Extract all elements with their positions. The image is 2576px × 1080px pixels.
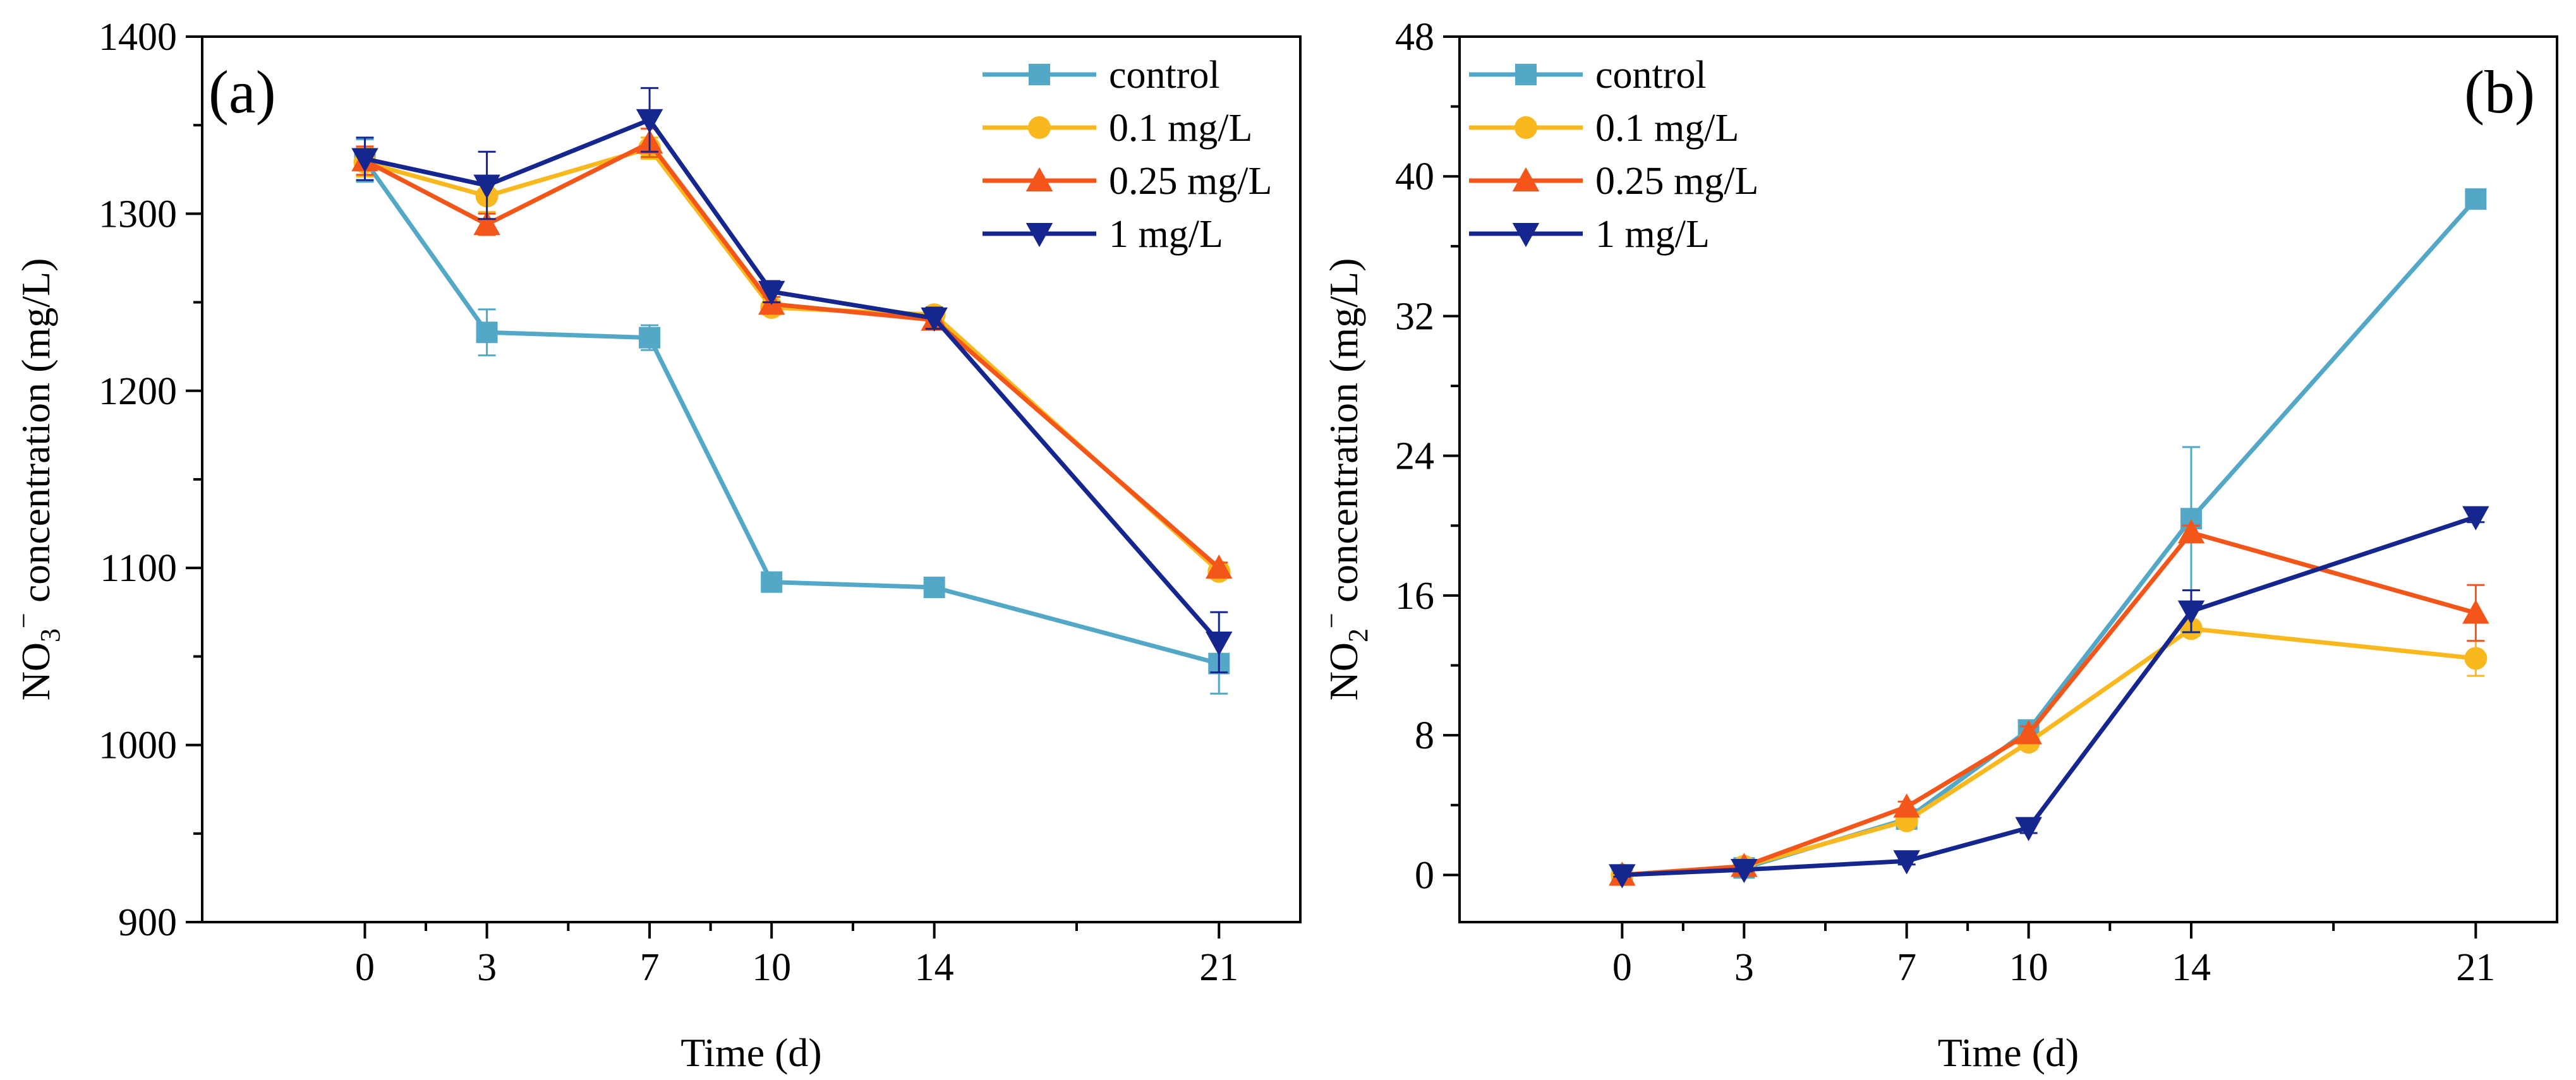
y-tick-label: 24 xyxy=(1395,435,1434,478)
x-tick-label: 3 xyxy=(1734,946,1754,989)
y-tick-label: 1000 xyxy=(99,724,177,767)
data-point xyxy=(758,280,785,306)
data-point xyxy=(1731,859,1758,884)
y-axis-title: NO3− concentration (mg/L) xyxy=(8,258,66,701)
legend-label: 0.25 mg/L xyxy=(1109,160,1272,203)
series-3 xyxy=(1609,506,2489,889)
data-point xyxy=(1893,850,1920,875)
x-axis-title: Time (d) xyxy=(1938,1030,2079,1075)
data-point xyxy=(2015,817,2042,841)
legend-label: 0.25 mg/L xyxy=(1595,160,1758,203)
series-line xyxy=(363,159,1220,666)
data-point xyxy=(1609,864,1636,889)
legend-marker xyxy=(1515,64,1537,85)
x-tick-label: 14 xyxy=(2172,946,2211,989)
legend-marker xyxy=(1029,64,1050,85)
data-point xyxy=(1893,793,1920,818)
data-point xyxy=(2177,519,2205,544)
data-point xyxy=(2177,600,2205,625)
data-point xyxy=(351,148,378,172)
series-line xyxy=(364,117,1221,644)
data-point xyxy=(473,174,500,199)
legend-marker xyxy=(1025,223,1053,248)
x-tick-label: 0 xyxy=(1612,946,1632,989)
legend-marker xyxy=(1025,167,1053,191)
panel-a: 0 3 7 10 14 21 900 1000 1100 1200 1300 1400 Time (d)… xyxy=(8,16,1302,1075)
y-tick-label: 900 xyxy=(118,901,177,944)
data-point xyxy=(2464,647,2488,670)
y-tick-label: 40 xyxy=(1395,155,1434,198)
x-tick-label: 21 xyxy=(2456,946,2495,989)
legend: control 0.1 mg/L 0.25 mg/L 1 mg/L xyxy=(1469,54,1758,256)
data-point xyxy=(473,210,500,236)
legend-marker xyxy=(1515,116,1537,139)
legend-label: control xyxy=(1595,54,1707,97)
plot-frame xyxy=(1458,35,2558,923)
panel-label: (b) xyxy=(2464,58,2535,126)
data-point xyxy=(921,307,948,332)
x-tick-label: 3 xyxy=(477,946,497,989)
legend: control 0.1 mg/L 0.25 mg/L 1 mg/L xyxy=(983,54,1272,256)
y-tick-label: 48 xyxy=(1395,16,1434,59)
data-point xyxy=(2462,599,2489,624)
x-tick-label: 10 xyxy=(752,946,791,989)
x-tick-label: 10 xyxy=(2009,946,2048,989)
legend-marker xyxy=(1512,223,1540,248)
data-point xyxy=(476,321,498,344)
y-tick-label: 16 xyxy=(1395,575,1434,618)
x-axis-title: Time (d) xyxy=(680,1030,821,1075)
series-line xyxy=(1622,530,2477,877)
legend-label: 0.1 mg/L xyxy=(1595,107,1739,150)
x-tick-label: 0 xyxy=(355,946,375,989)
y-tick-label: 0 xyxy=(1415,854,1434,897)
series-3 xyxy=(351,87,1233,674)
panel-b: 0 3 7 10 14 21 0 8 16 24 32 40 48 Time (d) NO2− concen… xyxy=(1316,16,2558,1075)
legend-label: control xyxy=(1109,54,1220,97)
panel-label: (a) xyxy=(209,58,276,126)
x-tick-label: 7 xyxy=(1897,946,1916,989)
legend-marker xyxy=(1512,167,1540,191)
y-tick-label: 1400 xyxy=(99,16,177,59)
data-point xyxy=(2015,720,2042,745)
x-tick-label: 7 xyxy=(640,946,660,989)
data-point xyxy=(2462,506,2489,531)
data-point xyxy=(761,571,783,593)
data-point xyxy=(1206,631,1233,656)
x-tick-label: 21 xyxy=(1199,946,1238,989)
series-line xyxy=(364,146,1221,573)
data-point xyxy=(2465,188,2487,210)
data-point xyxy=(923,577,945,599)
y-tick-label: 32 xyxy=(1395,295,1434,338)
legend-label: 1 mg/L xyxy=(1595,213,1710,256)
x-tick-label: 14 xyxy=(915,946,954,989)
legend-label: 0.1 mg/L xyxy=(1109,107,1252,150)
data-point xyxy=(639,327,661,349)
data-point xyxy=(1206,554,1233,579)
series-0 xyxy=(354,138,1230,695)
legend-label: 1 mg/L xyxy=(1109,213,1223,256)
series-line xyxy=(1622,515,2477,877)
y-tick-label: 1200 xyxy=(99,370,177,413)
y-axis-title: NO2− concentration (mg/L) xyxy=(1316,258,1374,701)
y-tick-label: 8 xyxy=(1415,714,1434,757)
y-tick-label: 1300 xyxy=(99,193,177,236)
series-line xyxy=(363,140,1221,570)
legend-marker xyxy=(1028,116,1051,139)
y-tick-label: 1100 xyxy=(100,547,177,590)
data-point xyxy=(636,109,663,134)
